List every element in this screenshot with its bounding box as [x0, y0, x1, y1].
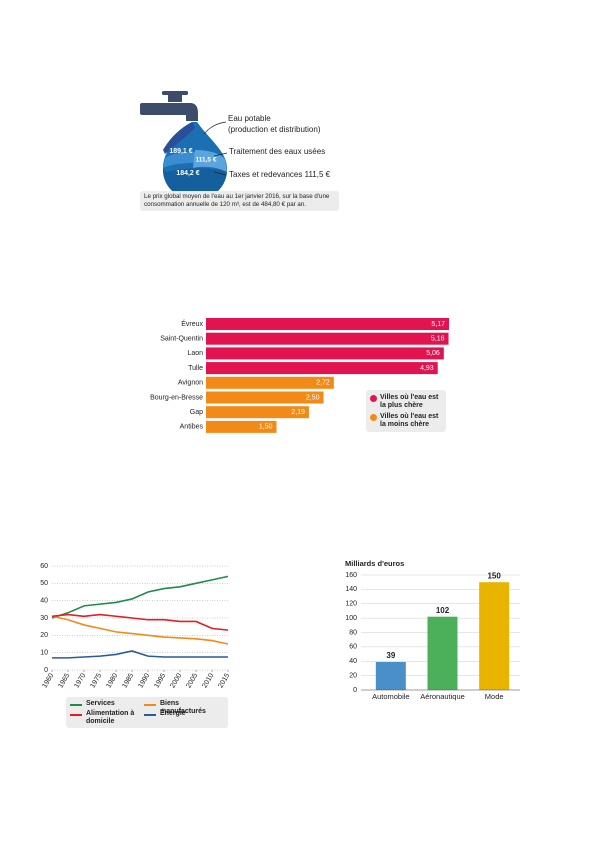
y-tick-label: 40	[40, 598, 48, 605]
y-tick-label: 80	[349, 629, 357, 636]
legend-swatch	[144, 714, 156, 716]
x-tick-label: Aéronautique	[420, 692, 465, 701]
series-line	[52, 650, 228, 659]
bar	[206, 391, 324, 404]
y-tick-label: 50	[40, 580, 48, 587]
series-line	[51, 615, 229, 645]
category-label: Évreux	[181, 319, 203, 328]
y-tick-label: 160	[345, 572, 357, 579]
legend-entry: Biens manufacturés	[144, 700, 226, 716]
category-label: Gap	[190, 409, 203, 416]
x-tick-label: 1965	[57, 672, 71, 689]
legend-entry: Villes où l'eau est la plus chère	[370, 394, 442, 410]
value-label: 1,50	[259, 424, 273, 431]
legend-swatch	[144, 704, 156, 706]
category-label: Saint-Quentin	[160, 336, 203, 343]
legend-entry: Alimentation à domicile	[70, 710, 140, 726]
x-tick-label: 1980	[105, 672, 119, 689]
bar	[206, 347, 444, 360]
y-tick-label: 60	[40, 563, 48, 570]
bar	[427, 616, 458, 690]
legend-entry: Énergie	[144, 710, 226, 718]
x-tick-label: 2005	[185, 672, 199, 689]
water-drop	[162, 122, 227, 201]
y-tick-label: 0	[44, 667, 48, 674]
y-tick-label: 60	[349, 644, 357, 651]
category-label: Tulle	[188, 365, 203, 372]
legend-label: Énergie	[160, 710, 186, 717]
value-label: 2,19	[291, 409, 305, 416]
y-tick-label: 40	[349, 658, 357, 665]
series-line	[51, 575, 229, 619]
legend-label: Alimentation à domicile	[86, 710, 135, 726]
x-tick-label: Automobile	[372, 692, 410, 701]
value-label: 2,50	[306, 394, 320, 401]
value-label: 2,72	[316, 380, 330, 387]
legend-label: Villes où l'eau est la plus chère	[380, 394, 439, 410]
x-tick-label: 1995	[153, 672, 167, 689]
legend-entry: Villes où l'eau est la moins chère	[370, 413, 442, 429]
part-amount: 189,1 €	[169, 148, 192, 155]
bar	[375, 661, 406, 690]
bar	[206, 318, 449, 330]
legend-swatch	[370, 395, 377, 402]
series-line	[51, 613, 229, 631]
legend-entry: Services	[70, 700, 140, 708]
legend-swatch	[70, 704, 82, 706]
x-tick-label: 1975	[89, 672, 103, 689]
legend: Services Biens manufacturés Alimentation à…	[66, 697, 228, 728]
value-label: 5,16	[431, 336, 445, 343]
category-label: Avignon	[178, 380, 203, 387]
category-label: Laon	[187, 350, 203, 357]
chart-title: Milliards d'euros	[345, 559, 404, 568]
legend-swatch	[370, 414, 377, 421]
bar	[206, 332, 449, 345]
y-tick-label: 120	[345, 601, 357, 608]
y-tick-label: 30	[40, 615, 48, 622]
x-tick-label: 2000	[169, 672, 183, 689]
part-label: Traitement des eaux usées	[229, 147, 325, 156]
x-tick-label: 1970	[73, 672, 87, 689]
category-label: Bourg-en-Bresse	[150, 394, 203, 401]
legend-label: Biens manufacturés	[160, 700, 206, 716]
x-tick-label: 1960	[41, 672, 55, 689]
bar	[206, 376, 334, 389]
category-label: Antibes	[180, 424, 204, 431]
part-label: Taxes et redevances 111,5 €	[229, 170, 331, 179]
x-tick-label: 2010	[201, 672, 215, 689]
value-label: 102	[436, 606, 450, 615]
x-tick-label: Mode	[485, 692, 504, 701]
bar	[206, 420, 277, 433]
y-tick-label: 20	[40, 632, 48, 639]
value-label: 5,17	[431, 321, 445, 328]
value-label: 5,06	[426, 350, 440, 357]
value-label: 150	[487, 571, 501, 580]
value-label: 39	[386, 651, 395, 660]
y-tick-label: 10	[40, 650, 48, 657]
legend-label: Services	[86, 700, 115, 707]
y-tick-label: 140	[345, 586, 357, 593]
part-detail: (production et distribution)	[228, 125, 321, 134]
x-tick-label: 1985	[121, 672, 135, 689]
y-tick-label: 100	[345, 615, 357, 622]
legend: Villes où l'eau est la plus chère Villes …	[366, 390, 446, 432]
part-amount: 111,5 €	[196, 157, 217, 164]
bar	[206, 362, 438, 375]
bar	[479, 582, 510, 690]
part-amount: 184,2 €	[176, 170, 199, 177]
tap-icon	[140, 91, 198, 121]
value-label: 4,93	[420, 365, 434, 372]
bar	[206, 406, 309, 419]
x-tick-label: 1990	[137, 672, 151, 689]
note: Le prix global moyen de l'eau au 1er jan…	[140, 191, 339, 211]
y-tick-label: 0	[353, 687, 357, 694]
part-label: Eau potable	[228, 114, 271, 123]
x-tick-label: 2015	[217, 672, 231, 689]
leader-lines	[203, 121, 228, 176]
legend-swatch	[70, 714, 82, 716]
legend-label: Villes où l'eau est la moins chère	[380, 413, 439, 429]
y-tick-label: 20	[349, 672, 357, 679]
